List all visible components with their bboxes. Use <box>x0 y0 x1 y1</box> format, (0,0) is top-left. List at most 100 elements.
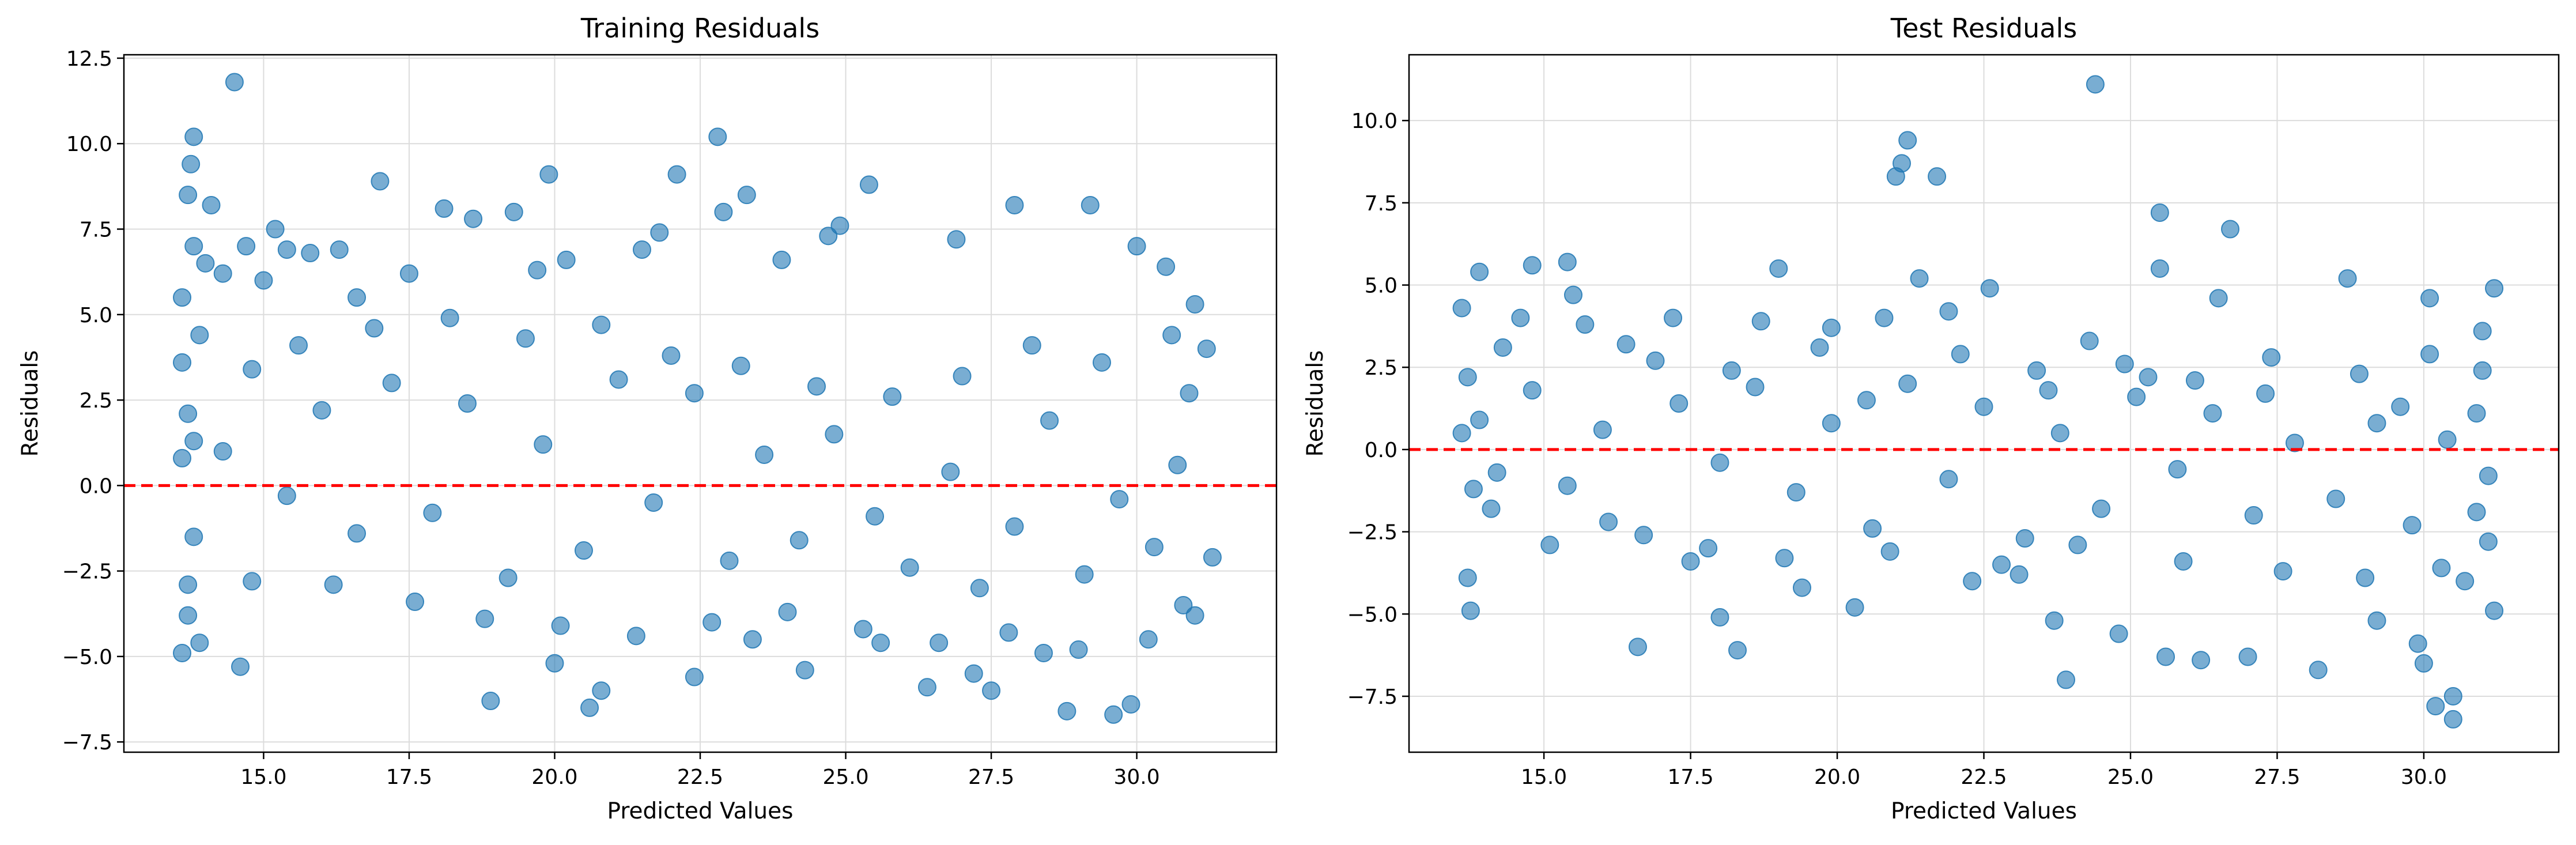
data-point <box>662 346 681 365</box>
data-point <box>516 329 535 348</box>
data-point <box>2150 203 2169 222</box>
data-point <box>1121 695 1140 714</box>
data-point <box>2086 75 2105 94</box>
data-point <box>953 367 972 386</box>
data-point <box>312 401 331 420</box>
data-point <box>423 503 442 522</box>
data-point <box>1487 463 1506 482</box>
y-tick-label: 7.5 <box>1365 192 1397 216</box>
data-point <box>2414 654 2433 673</box>
data-point <box>1822 414 1841 433</box>
data-point <box>2443 686 2462 706</box>
data-point <box>755 445 774 464</box>
data-point <box>277 240 296 259</box>
data-point <box>1069 640 1088 659</box>
data-point <box>435 199 454 218</box>
data-point <box>667 165 686 184</box>
data-point <box>243 360 262 379</box>
data-point <box>1034 643 1053 662</box>
data-point <box>184 527 203 546</box>
data-point <box>609 370 628 389</box>
data-point <box>2010 565 2029 584</box>
data-point <box>237 237 256 256</box>
data-point <box>2479 532 2498 551</box>
data-point <box>179 575 198 594</box>
data-point <box>1634 526 1653 545</box>
data-point <box>743 630 762 649</box>
data-point <box>2467 404 2486 423</box>
x-tick-label: 27.5 <box>2254 765 2300 789</box>
data-point <box>1893 154 1911 173</box>
data-point <box>1558 252 1577 271</box>
data-point <box>2438 430 2457 449</box>
data-point <box>1168 455 1187 474</box>
data-point <box>1599 512 1618 531</box>
data-point <box>1092 353 1111 372</box>
data-point <box>2473 361 2492 380</box>
data-point <box>1540 535 1559 554</box>
data-point <box>1576 315 1595 334</box>
data-point <box>1452 424 1471 443</box>
data-point <box>301 244 320 263</box>
data-point <box>1157 257 1176 276</box>
data-point <box>1863 519 1882 538</box>
data-point <box>1875 308 1894 327</box>
data-point <box>1162 326 1181 345</box>
data-point <box>871 633 890 652</box>
data-point <box>574 541 593 560</box>
data-point <box>1593 420 1612 439</box>
data-point <box>1470 410 1489 429</box>
data-point <box>475 609 494 628</box>
y-tick-label: 7.5 <box>80 218 112 242</box>
x-tick-label: 17.5 <box>1667 765 1713 789</box>
data-point <box>2479 466 2498 485</box>
data-point <box>213 442 232 461</box>
data-point <box>2356 568 2375 587</box>
data-point <box>853 620 872 639</box>
training-residuals-panel: 15.0 17.5 20.0 22.5 25.0 27.5 30.0 12.5 10.0 7.5 5… <box>17 13 1278 824</box>
data-point <box>2015 529 2034 548</box>
data-point <box>1898 374 1917 393</box>
data-point <box>2203 404 2222 423</box>
data-point <box>458 394 477 413</box>
data-point <box>399 264 418 283</box>
data-point <box>1722 361 1741 380</box>
y-tick-label: 12.5 <box>66 47 112 71</box>
data-point <box>179 606 198 625</box>
data-point <box>348 524 367 543</box>
data-point <box>2420 289 2439 308</box>
data-point <box>970 579 989 598</box>
x-axis-label: Predicted Values <box>1891 798 2077 824</box>
data-point <box>190 633 209 652</box>
x-tick-label: 30.0 <box>2401 765 2447 789</box>
data-point <box>2150 259 2169 278</box>
data-point <box>1746 378 1765 397</box>
data-point <box>2050 424 2069 443</box>
data-point <box>1040 411 1059 430</box>
data-point <box>632 240 651 259</box>
data-point <box>807 377 826 396</box>
data-point <box>2039 381 2058 400</box>
data-point <box>1110 490 1129 509</box>
x-axis-label: Predicted Values <box>607 798 794 824</box>
data-point <box>1523 256 1542 275</box>
data-point <box>202 195 221 214</box>
x-tick-label: 27.5 <box>968 765 1014 789</box>
data-point <box>1822 318 1841 337</box>
y-tick-label: 10.0 <box>1351 110 1397 133</box>
data-point <box>348 288 367 307</box>
data-point <box>1898 131 1917 150</box>
data-point <box>2403 516 2422 535</box>
data-point <box>2256 384 2275 403</box>
x-tick-label: 17.5 <box>386 765 432 789</box>
x-tick-label: 22.5 <box>1961 765 2007 789</box>
data-point <box>440 308 459 327</box>
data-point <box>685 667 704 686</box>
data-point <box>534 435 553 454</box>
data-point <box>184 432 203 451</box>
data-point <box>2367 414 2386 433</box>
data-point <box>1057 701 1077 720</box>
data-point <box>1951 345 1970 364</box>
data-point <box>557 250 576 269</box>
